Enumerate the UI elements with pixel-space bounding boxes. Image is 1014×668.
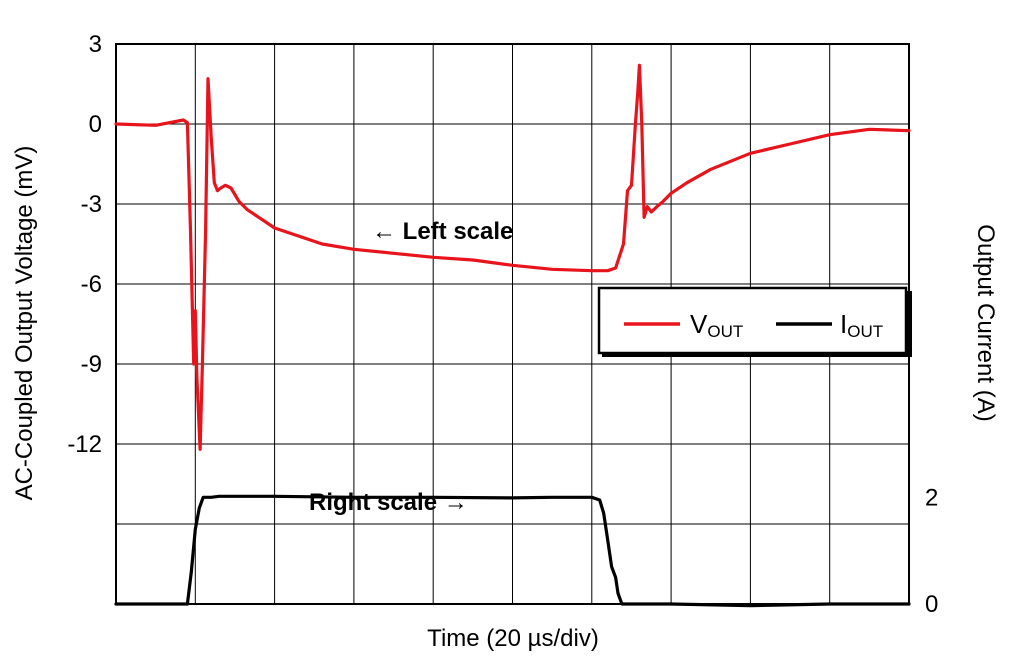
left-tick-label: -12 <box>67 431 102 458</box>
x-axis-title: Time (20 µs/div) <box>427 625 599 652</box>
annotation-right-scale: Right scale → <box>309 489 468 516</box>
right-tick-label: 0 <box>925 591 938 618</box>
right-tick-label: 2 <box>925 484 938 511</box>
series-line-vout <box>114 63 911 451</box>
left-tick-label: -3 <box>81 191 102 218</box>
series-line-iout <box>114 494 911 608</box>
left-y-axis-title: AC-Coupled Output Voltage (mV) <box>11 146 38 501</box>
legend: VOUT IOUT <box>597 286 912 357</box>
legend-label-iout: IOUT <box>840 309 883 341</box>
left-tick-label: 0 <box>89 111 102 138</box>
series-layer <box>114 63 911 608</box>
legend-label-vout: VOUT <box>690 309 743 341</box>
left-tick-label: -9 <box>81 351 102 378</box>
left-tick-labels: 3 0 -3 -6 -9 -12 <box>67 31 102 458</box>
right-y-axis-title: Output Current (A) <box>972 224 999 421</box>
left-tick-label: 3 <box>89 31 102 58</box>
right-tick-labels: 20 <box>925 484 938 618</box>
grid-lines <box>116 44 909 604</box>
annotation-left-scale: ← Left scale <box>372 218 513 245</box>
left-tick-label: -6 <box>81 271 102 298</box>
legend-box <box>597 286 908 355</box>
